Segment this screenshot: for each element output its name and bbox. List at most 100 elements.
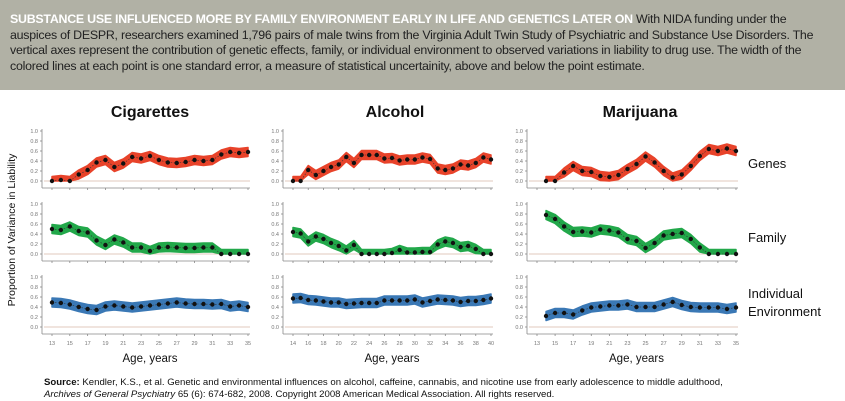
y-tick-label: 1.0 [30,202,38,208]
data-point [121,240,126,245]
row-label-environment: Environment [748,304,821,319]
data-point [298,178,303,184]
y-tick-label: 0.0 [515,325,523,331]
y-tick-label: 0.0 [271,179,279,185]
data-point [112,237,117,242]
source-journal: Archives of General Psychiatry [44,389,176,400]
data-point [344,154,349,160]
data-point [58,300,64,306]
data-point [306,167,311,173]
data-point [598,173,603,179]
data-point [589,230,594,235]
y-tick-label: 1.0 [30,275,38,281]
data-point [374,300,379,306]
y-tick-label: 1.0 [515,202,523,208]
data-point [580,168,585,174]
data-point [94,238,99,243]
y-tick-label: 0.4 [515,232,523,238]
data-point [652,304,657,310]
data-point [552,310,558,316]
source-citation: Source: Kendler, K.S., et al. Genetic an… [44,377,723,401]
data-point [174,245,179,250]
data-point [405,298,410,303]
data-point [679,172,684,177]
data-point [236,303,242,308]
y-tick-label: 0.6 [30,295,38,301]
data-point [688,304,693,310]
data-point [389,250,395,256]
data-point [306,239,311,244]
data-point [420,155,425,160]
data-point [290,178,296,184]
data-point [420,249,425,255]
data-point [321,299,326,304]
series-genes: 0.0 0.2 0.4 0.6 0.8 1.0 [271,129,494,190]
data-point [733,251,739,257]
y-tick-label: 0.0 [30,325,38,331]
x-tick-label: 27 [174,341,180,347]
error-band [292,149,492,182]
y-tick-label: 0.8 [271,212,279,218]
data-point [679,302,684,308]
data-point [313,234,319,239]
y-tick-label: 0.0 [30,179,38,185]
data-point [580,308,585,313]
data-point [435,242,440,247]
x-tick-label: 36 [457,341,463,347]
data-point [634,304,639,310]
data-point [112,164,117,170]
data-point [443,167,448,173]
y-tick-label: 0.8 [271,285,279,291]
data-point [607,228,612,233]
x-tick-label: 15 [552,341,558,347]
data-point [697,245,703,250]
data-point [49,300,55,305]
data-point [382,156,387,161]
x-tick-label: 26 [381,341,387,347]
data-point [156,302,162,307]
y-tick-label: 0.8 [515,139,523,145]
data-point [389,155,395,161]
data-point [192,245,197,251]
data-point [219,251,224,257]
data-point [290,229,296,235]
data-point [412,157,418,162]
x-axis-label: Age, years [123,353,178,365]
data-point [643,154,648,159]
data-point [427,249,433,255]
y-tick-label: 0.6 [515,222,523,228]
x-tick-label: 14 [290,341,296,347]
data-point [156,245,162,250]
panel-title: Marijuana [603,104,678,121]
data-point [715,251,721,257]
data-point [112,303,117,308]
y-tick-label: 0.6 [271,295,279,301]
data-point [427,156,433,162]
x-tick-label: 24 [366,341,372,347]
x-tick-label: 19 [102,341,108,347]
data-point [103,157,108,163]
data-point [183,245,188,251]
panel-title: Cigarettes [111,104,189,121]
data-point [366,152,372,158]
data-point [473,160,478,166]
data-point [643,304,648,310]
x-tick-label: 18 [320,341,326,347]
data-point [724,146,730,151]
data-point [165,160,171,165]
data-point [344,301,349,307]
data-point [85,306,90,312]
data-point [570,163,576,169]
estimate-line [51,151,249,182]
data-point [458,299,463,305]
series-genes: 0.0 0.2 0.4 0.6 0.8 1.0 [515,129,739,190]
data-point [351,301,357,306]
data-point [321,236,326,242]
data-point [670,175,675,180]
y-axis-label: Proportion of Variance in Liability [6,153,18,306]
y-tick-label: 0.2 [515,169,523,175]
x-tick-label: 17 [570,341,576,347]
data-point [688,236,693,242]
data-point [715,148,721,154]
y-tick-label: 0.0 [271,325,279,331]
